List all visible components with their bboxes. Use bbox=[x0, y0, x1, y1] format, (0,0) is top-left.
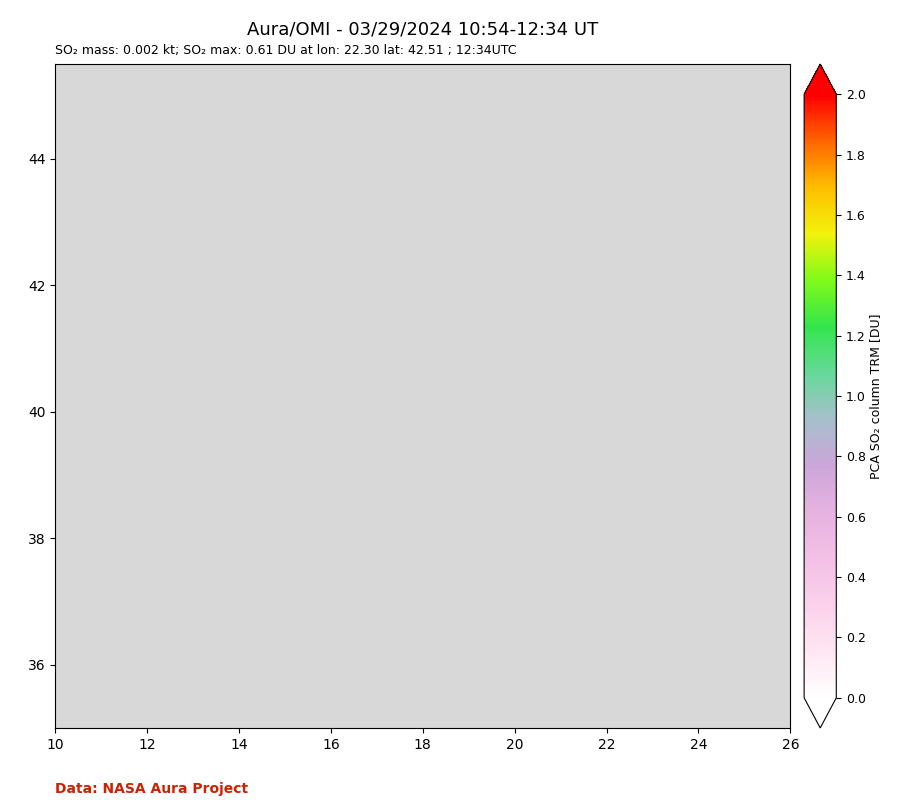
Y-axis label: PCA SO₂ column TRM [DU]: PCA SO₂ column TRM [DU] bbox=[868, 314, 882, 478]
Text: Data: NASA Aura Project: Data: NASA Aura Project bbox=[55, 782, 248, 796]
PathPatch shape bbox=[804, 698, 836, 728]
PathPatch shape bbox=[804, 64, 836, 94]
Text: Aura/OMI - 03/29/2024 10:54-12:34 UT: Aura/OMI - 03/29/2024 10:54-12:34 UT bbox=[247, 20, 598, 38]
Text: SO₂ mass: 0.002 kt; SO₂ max: 0.61 DU at lon: 22.30 lat: 42.51 ; 12:34UTC: SO₂ mass: 0.002 kt; SO₂ max: 0.61 DU at … bbox=[55, 44, 516, 57]
